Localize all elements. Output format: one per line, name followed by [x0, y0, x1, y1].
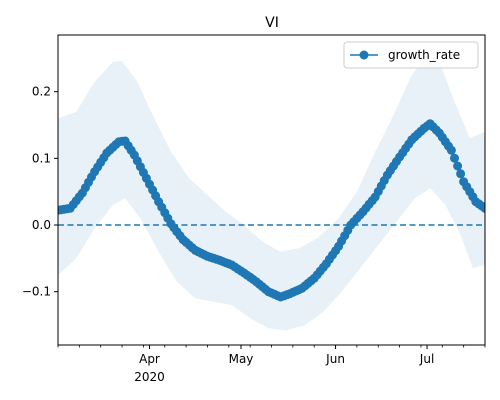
x-tick-label: May [229, 352, 254, 366]
legend-marker-swatch [359, 50, 369, 60]
y-tick-label: 0.1 [32, 151, 51, 165]
data-point [446, 145, 456, 155]
x-tick-label: Apr [139, 352, 160, 366]
y-tick-label: −0.1 [22, 285, 51, 299]
x-tick-label: Jul [419, 352, 434, 366]
legend-entry-growth-rate: growth_rate [388, 48, 460, 62]
y-tick-label: 0.0 [32, 218, 51, 232]
data-point [450, 153, 459, 163]
x-tick-label: Jun [325, 352, 345, 366]
data-point [456, 169, 466, 179]
y-tick-label: 0.2 [32, 85, 51, 99]
x-axis: Apr 2020 May Jun Jul [57, 345, 486, 384]
data-point [480, 203, 485, 213]
growth-rate-series [58, 119, 485, 302]
legend: growth_rate [343, 41, 479, 69]
chart-title: VI [265, 15, 279, 31]
legend-box [343, 41, 479, 69]
data-point [453, 161, 463, 171]
band-area [58, 55, 485, 331]
confidence-band [58, 55, 485, 331]
y-axis: −0.1 0.0 0.1 0.2 [22, 85, 58, 299]
x-tick-sublabel: 2020 [134, 370, 165, 384]
